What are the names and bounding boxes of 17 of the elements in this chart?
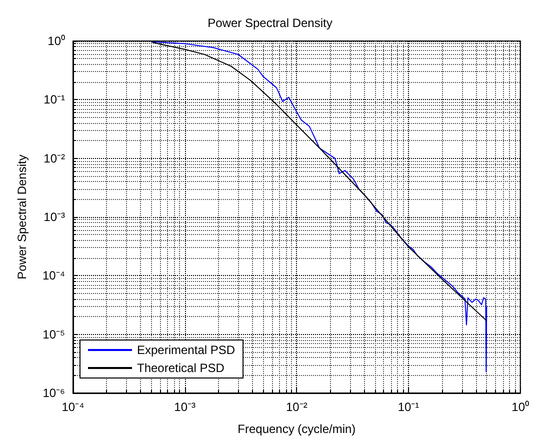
legend-label: Experimental PSD <box>137 343 236 357</box>
legend-label: Theoretical PSD <box>137 361 225 375</box>
x-axis-title: Frequency (cycle/min) <box>238 422 356 436</box>
y-tick-label: 10⁻² <box>44 151 66 166</box>
x-tick-label: 10⁻³ <box>174 400 196 414</box>
x-tick-label: 10⁰ <box>512 400 530 414</box>
y-tick-label: 10⁻⁴ <box>42 268 65 283</box>
y-tick-label: 10⁻¹ <box>44 92 66 107</box>
x-tick-label: 10⁻⁴ <box>62 400 84 414</box>
y-tick-label: 10⁻³ <box>44 210 66 224</box>
y-axis-title: Power Spectral Density <box>15 154 29 280</box>
y-tick-label: 10⁰ <box>48 34 65 48</box>
y-tick-label: 10⁻⁶ <box>42 386 66 400</box>
x-tick-label: 10⁻¹ <box>398 400 420 414</box>
y-tick-label: 10⁻⁵ <box>42 327 66 342</box>
x-tick-label: 10⁻² <box>286 400 308 414</box>
chart-title: Power Spectral Density <box>208 16 332 30</box>
